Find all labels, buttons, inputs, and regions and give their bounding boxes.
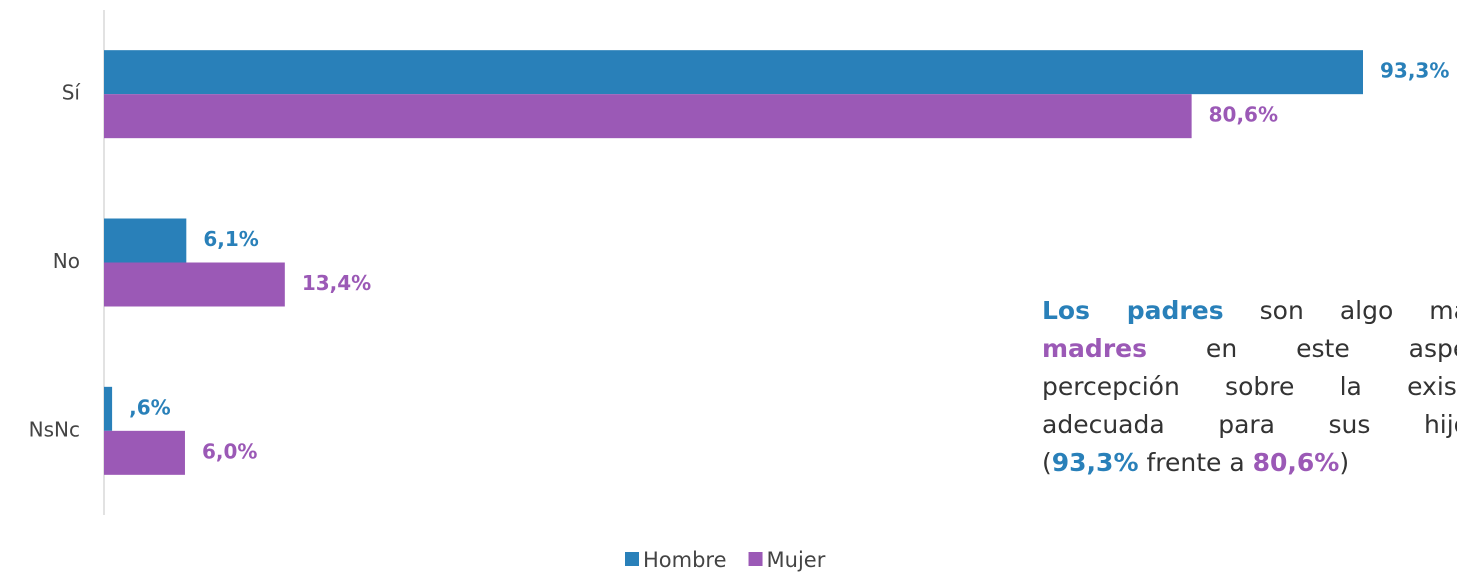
y-tick-label: NsNc <box>29 417 80 441</box>
bar <box>104 386 113 431</box>
value-label: 6,1% <box>203 227 258 251</box>
annotation-text: 93,3% <box>1051 448 1139 477</box>
legend-label: Hombre <box>643 548 727 572</box>
y-tick-label: No <box>53 249 80 273</box>
annotation-text: percepción sobre la existe <box>1042 372 1457 401</box>
legend-label: Mujer <box>767 548 826 572</box>
annotation-text: ) <box>1339 448 1350 477</box>
bar <box>104 262 285 307</box>
value-label: 80,6% <box>1209 103 1278 127</box>
annotation-text: madres <box>1042 334 1147 363</box>
annotation-line: madres en este aspec <box>1042 330 1457 368</box>
annotation-line: (93,3% frente a 80,6%) <box>1042 444 1457 482</box>
y-tick-label: Sí <box>62 81 82 105</box>
value-label: ,6% <box>129 395 171 419</box>
bar <box>104 218 187 263</box>
annotation-text: son algo más <box>1223 296 1457 325</box>
bar <box>104 50 1363 95</box>
annotation-text: ( <box>1042 448 1052 477</box>
annotation-text: adecuada para sus hijos <box>1042 410 1457 439</box>
annotation-text: en este aspec <box>1146 334 1457 363</box>
legend-swatch <box>625 552 639 566</box>
bar <box>104 430 185 475</box>
annotation-line: percepción sobre la existe <box>1042 368 1457 406</box>
value-label: 93,3% <box>1380 59 1449 83</box>
value-label: 13,4% <box>302 271 371 295</box>
annotation-line: adecuada para sus hijos <box>1042 406 1457 444</box>
bar <box>104 94 1192 139</box>
annotation-text: 80,6% <box>1252 448 1340 477</box>
annotation-text: Los padres <box>1042 296 1224 325</box>
annotation-line: Los padres son algo más <box>1042 292 1457 330</box>
annotation: Los padres son algo más madres en este as… <box>1042 292 1457 542</box>
annotation-text: frente a <box>1138 448 1253 477</box>
legend-swatch <box>748 552 763 566</box>
value-label: 6,0% <box>202 439 257 463</box>
